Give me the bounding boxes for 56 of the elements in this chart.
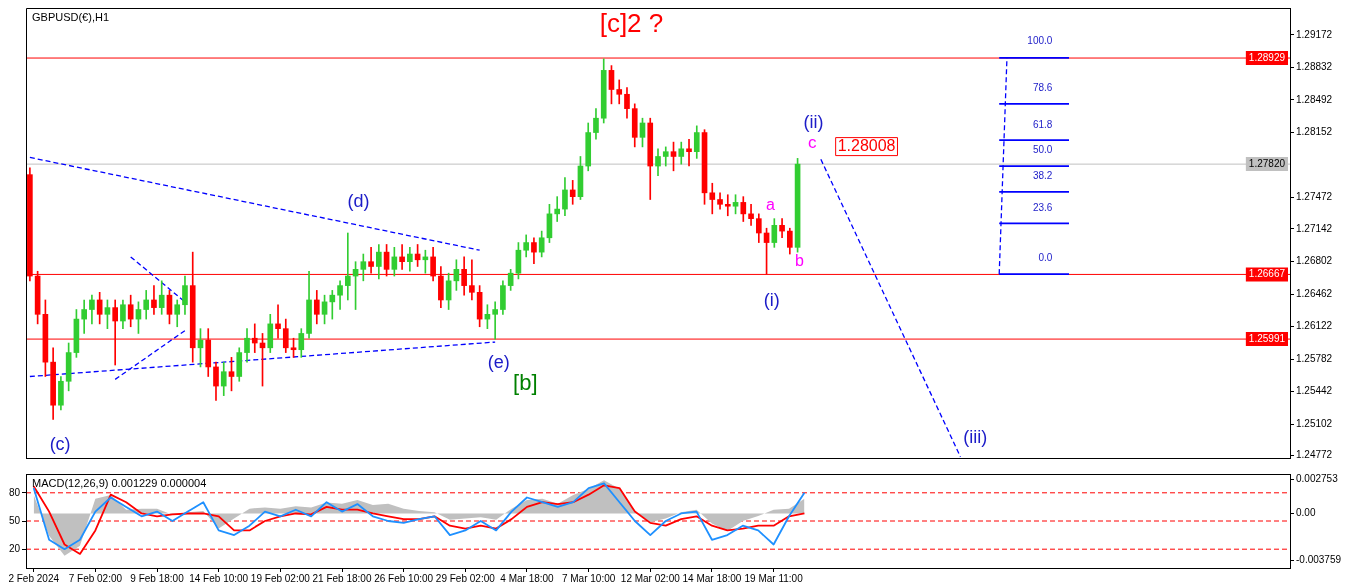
y-tick-label: 20 bbox=[8, 542, 21, 554]
annotation: b bbox=[795, 251, 805, 269]
x-tick-label: 21 Feb 18:00 bbox=[312, 572, 372, 584]
y-tick-label: 1.28832 bbox=[1296, 61, 1333, 73]
ref-line-label: 1.28929 bbox=[1248, 51, 1286, 63]
annotation: (i) bbox=[763, 289, 780, 310]
y-tick-label: 1.24772 bbox=[1296, 449, 1333, 461]
x-tick-label: 12 Mar 02:00 bbox=[620, 572, 681, 584]
y-tick-label: 1.25782 bbox=[1296, 352, 1333, 364]
y-tick-label: 1.28492 bbox=[1296, 93, 1333, 105]
annotation: [c]2 ? bbox=[599, 7, 664, 38]
y2-tick-label: 0.00 bbox=[1296, 507, 1316, 519]
ref-line-label: 1.26667 bbox=[1248, 268, 1286, 280]
ref-line-label: 1.25991 bbox=[1248, 332, 1286, 344]
annotation: 78.6 bbox=[1032, 82, 1053, 94]
annotation: a bbox=[766, 195, 776, 213]
y-tick-label: 1.27472 bbox=[1296, 191, 1333, 203]
x-tick-label: 7 Mar 10:00 bbox=[561, 572, 616, 584]
annotation: [b] bbox=[513, 370, 538, 396]
chart-title: GBPUSD(€),H1 bbox=[32, 10, 110, 23]
y-tick-label: 1.27142 bbox=[1296, 222, 1333, 234]
annotation: 50.0 bbox=[1032, 143, 1053, 155]
annotation: (c) bbox=[49, 434, 71, 455]
annotation: 100.0 bbox=[1027, 35, 1053, 47]
y2-tick-label: -0.003759 bbox=[1296, 553, 1342, 565]
y-tick-label: 1.26462 bbox=[1296, 287, 1333, 299]
x-tick-label: 14 Feb 10:00 bbox=[189, 572, 249, 584]
y-tick-label: 1.26122 bbox=[1296, 320, 1333, 332]
annotation: (e) bbox=[487, 352, 510, 373]
annotation: (d) bbox=[347, 191, 370, 212]
x-tick-label: 4 Mar 18:00 bbox=[500, 572, 555, 584]
x-tick-label: 19 Feb 02:00 bbox=[250, 572, 311, 584]
annotation: (iii) bbox=[963, 427, 988, 448]
annotation: 23.6 bbox=[1032, 202, 1053, 213]
annotation: 0.0 bbox=[1038, 252, 1053, 264]
annotation: 38.2 bbox=[1032, 169, 1053, 181]
x-tick-label: 7 Feb 02:00 bbox=[68, 572, 123, 584]
annotation: 61.8 bbox=[1032, 118, 1053, 130]
annotation: (ii) bbox=[803, 111, 824, 132]
annotation: c bbox=[807, 133, 817, 153]
x-tick-label: 2 Feb 2024 bbox=[8, 572, 60, 584]
y-tick-label: 1.28152 bbox=[1296, 126, 1333, 138]
y-tick-label: 1.26802 bbox=[1296, 255, 1333, 267]
x-tick-label: 29 Feb 02:00 bbox=[435, 572, 496, 584]
x-tick-label: 9 Feb 18:00 bbox=[130, 572, 185, 584]
x-tick-label: 19 Mar 11:00 bbox=[744, 572, 804, 584]
x-tick-label: 14 Mar 18:00 bbox=[682, 572, 742, 584]
y-tick-label: 1.25442 bbox=[1296, 385, 1333, 397]
annotation: 1.28008 bbox=[837, 137, 896, 155]
y2-tick-label: 0.002753 bbox=[1296, 473, 1339, 485]
ref-line-label: 1.27820 bbox=[1248, 157, 1286, 169]
x-tick-label: 26 Feb 10:00 bbox=[374, 572, 434, 584]
y-tick-label: 1.25102 bbox=[1296, 417, 1333, 429]
y-tick-label: 50 bbox=[8, 514, 21, 526]
y-tick-label: 80 bbox=[8, 486, 21, 498]
y-tick-label: 1.29172 bbox=[1296, 28, 1333, 40]
